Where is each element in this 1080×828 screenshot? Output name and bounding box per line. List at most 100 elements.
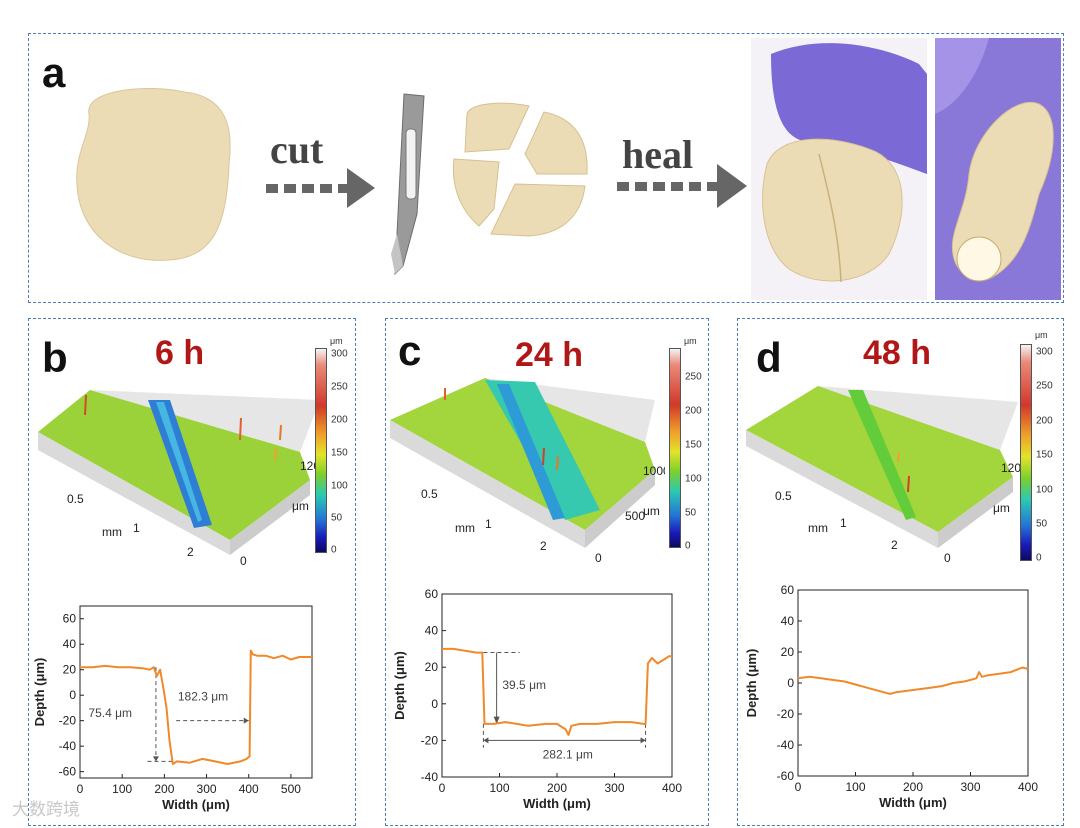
y-tick-label: -40 <box>421 770 439 784</box>
arrowhead <box>243 717 249 724</box>
scale-tick: 100 <box>1036 484 1053 496</box>
time-label-d: 48 h <box>863 334 932 372</box>
depth-profile-chart-b: 0 100 200 300 400 500 -60 -40 -20 0 20 40 60 Width (μ… <box>32 605 313 812</box>
arrowhead <box>640 737 646 744</box>
panel-a-illustration <box>76 38 1061 300</box>
surface-map-b: mm 0.5 1 2 μm 0 120 <box>38 390 320 568</box>
plot-frame <box>797 589 1029 777</box>
surface-x-tick: 2 <box>891 538 898 552</box>
depth-profile-line <box>797 666 1029 695</box>
scale-tick: 50 <box>1036 518 1048 530</box>
arrowhead <box>152 756 159 762</box>
scale-tick: 50 <box>685 507 697 519</box>
x-axis-label: Width (μm) <box>162 797 230 812</box>
heal-step-label: heal <box>622 132 694 177</box>
y-tick-label: 20 <box>63 663 77 677</box>
x-tick-label: 100 <box>489 781 509 795</box>
y-tick-label: -20 <box>421 733 439 747</box>
y-tick-label: -20 <box>59 714 77 728</box>
plot-frame <box>79 605 313 779</box>
arrowhead <box>493 716 500 724</box>
y-tick-label: -40 <box>59 739 77 753</box>
x-tick-label: 0 <box>439 781 446 795</box>
y-tick-label: 60 <box>425 587 439 601</box>
x-tick-label: 200 <box>903 780 923 794</box>
watermark: 大数跨境 <box>12 800 80 820</box>
surface-x-tick: 0.5 <box>421 487 438 501</box>
x-tick-label: 200 <box>154 782 174 796</box>
panel-b <box>28 318 356 826</box>
y-tick-label: 40 <box>425 624 439 638</box>
y-tick-label: 40 <box>781 614 795 628</box>
panel-a <box>28 33 1064 303</box>
color-scale-bar-c <box>669 348 681 548</box>
y-tick-label: -60 <box>777 769 795 783</box>
depth-profile-chart-c: 0 100 200 300 400 -40 -20 0 20 40 60 Width (μm) Dept… <box>392 587 682 811</box>
surface-map-c: mm 0.5 1 2 μm 0 500 1000 <box>390 378 665 565</box>
y-tick-label: 20 <box>425 660 439 674</box>
color-scale-bar-d <box>1020 344 1032 561</box>
width-annotation: 282.1 μm <box>543 748 593 762</box>
scale-tick: 0 <box>685 540 691 552</box>
y-axis-label: Depth (μm) <box>744 649 759 718</box>
surface-y-unit-b: μm <box>292 499 309 513</box>
time-label-b: 6 h <box>155 334 205 372</box>
cut-polymer-pieces <box>452 102 588 237</box>
x-tick-label: 300 <box>960 780 980 794</box>
intact-polymer-disc <box>76 88 231 261</box>
y-tick-label: 40 <box>63 637 77 651</box>
depth-annotation: 75.4 μm <box>88 706 132 720</box>
width-annotation: 182.3 μm <box>178 689 228 703</box>
y-axis-label: Depth (μm) <box>32 658 47 727</box>
healed-sample-photo-1 <box>751 38 927 300</box>
surface-map-d: mm 0.5 1 2 μm 0 120 <box>746 386 1021 565</box>
y-tick-label: 20 <box>781 645 795 659</box>
surface-y-tick: 0 <box>595 551 602 565</box>
surface-y-tick: 120 <box>1001 461 1021 475</box>
y-tick-label: 0 <box>69 688 76 702</box>
surface-x-unit-b: mm <box>102 525 122 539</box>
scale-tick: 200 <box>685 405 702 417</box>
x-tick-label: 200 <box>547 781 567 795</box>
scale-tick: 150 <box>331 447 348 459</box>
x-tick-label: 0 <box>77 782 84 796</box>
panel-label-b: b <box>42 334 68 381</box>
x-tick-label: 100 <box>112 782 132 796</box>
scale-tick: 250 <box>1036 380 1053 392</box>
surface-x-unit-d: mm <box>808 521 828 535</box>
x-tick-label: 400 <box>1018 780 1038 794</box>
depth-profile-chart-d: 0 100 200 300 400 -60 -40 -20 0 20 40 60 Width (μm) D… <box>744 583 1038 810</box>
x-axis-label: Width (μm) <box>879 795 947 810</box>
y-tick-label: -60 <box>59 765 77 779</box>
x-tick-label: 300 <box>197 782 217 796</box>
color-scale-bar-b <box>315 348 327 553</box>
time-label-c: 24 h <box>515 336 584 374</box>
depth-profile-line <box>442 647 672 736</box>
surface-y-tick: 0 <box>944 551 951 565</box>
surface-y-unit-c: μm <box>643 504 660 518</box>
x-tick-label: 0 <box>795 780 802 794</box>
scale-tick: 150 <box>1036 449 1053 461</box>
scale-tick: 200 <box>331 414 348 426</box>
y-tick-label: -20 <box>777 707 795 721</box>
scale-tick: 300 <box>331 348 348 360</box>
cut-step-label: cut <box>270 127 324 172</box>
panel-label-d: d <box>756 334 782 381</box>
x-tick-label: 300 <box>604 781 624 795</box>
surface-x-unit-c: mm <box>455 521 475 535</box>
surface-x-tick: 2 <box>187 545 194 559</box>
heal-arrow <box>617 164 747 208</box>
depth-annotation: 39.5 μm <box>502 678 546 692</box>
surface-x-tick: 0.5 <box>67 492 84 506</box>
surface-x-tick: 0.5 <box>775 489 792 503</box>
panel-d <box>737 318 1064 826</box>
surface-y-tick: 1000 <box>643 464 665 478</box>
scale-tick: 100 <box>331 480 348 492</box>
surface-x-tick: 1 <box>133 521 140 535</box>
scale-tick: 200 <box>1036 415 1053 427</box>
depth-profile-line <box>80 649 312 765</box>
scale-tick: 150 <box>685 439 702 451</box>
surface-y-tick: 0 <box>240 554 247 568</box>
scale-tick: 250 <box>685 371 702 383</box>
x-tick-label: 500 <box>281 782 301 796</box>
